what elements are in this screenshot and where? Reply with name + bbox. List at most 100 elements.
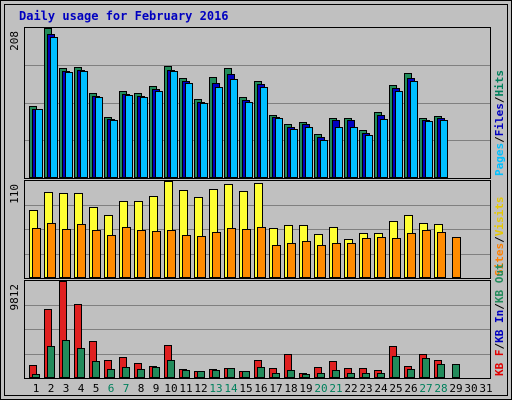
bar [95, 97, 103, 178]
day-label: 10 [164, 382, 177, 395]
bar [260, 87, 268, 178]
bar [440, 120, 448, 178]
bar [287, 370, 295, 378]
bar [272, 245, 281, 278]
bar [215, 87, 223, 178]
day-label: 25 [389, 382, 402, 395]
day-label: 5 [93, 382, 100, 395]
day-label: 16 [254, 382, 267, 395]
day-label: 27 [419, 382, 432, 395]
legend-label-part: KB In [493, 310, 506, 343]
bar [347, 373, 355, 378]
inner-border [4, 4, 508, 396]
bar [380, 119, 388, 178]
bar [407, 233, 416, 278]
bar [77, 348, 85, 378]
y-tick-label: 110 [8, 184, 21, 204]
bar [32, 228, 41, 278]
bar [242, 371, 250, 378]
legend-label-part: KB F [493, 350, 506, 377]
bar [422, 358, 430, 378]
bar [80, 71, 88, 178]
day-label: 18 [284, 382, 297, 395]
bar [32, 374, 40, 378]
bar [377, 373, 385, 378]
bar [332, 243, 341, 278]
bar [182, 370, 190, 378]
panel-visits: 110 Sites/Visits [8, 180, 506, 279]
day-label: 24 [374, 382, 388, 395]
day-label: 8 [138, 382, 145, 395]
bar [155, 91, 163, 178]
bar [122, 367, 130, 378]
bar [137, 369, 145, 378]
chart-title: Daily usage for February 2016 [19, 9, 229, 23]
bar [92, 361, 100, 378]
bar [257, 227, 266, 278]
day-label: 13 [209, 382, 222, 395]
day-label: 3 [63, 382, 70, 395]
bar [422, 230, 431, 278]
bar [257, 367, 265, 378]
bar [227, 368, 235, 378]
bar [245, 102, 253, 178]
bar [347, 243, 356, 278]
bar [392, 238, 401, 278]
bar [197, 371, 205, 378]
bar [302, 374, 310, 378]
bar [35, 109, 43, 178]
series-sites [32, 223, 461, 278]
bar [167, 230, 176, 278]
bar [152, 367, 160, 378]
bar [182, 235, 191, 278]
day-label: 19 [299, 382, 312, 395]
bar [365, 135, 373, 178]
bar [47, 223, 56, 278]
y-tick-label: 9812 [8, 284, 21, 311]
bar [137, 230, 146, 278]
bar [320, 140, 328, 178]
day-label: 14 [224, 382, 238, 395]
bar [50, 37, 58, 178]
bar [47, 346, 55, 378]
panel-frame [24, 27, 491, 179]
legend-label-part: Hits [493, 70, 506, 97]
bar [122, 227, 131, 278]
bar [317, 373, 325, 378]
day-label: 31 [479, 382, 492, 395]
bar [290, 129, 298, 178]
bar [77, 224, 86, 278]
bar [212, 232, 221, 278]
day-label: 30 [464, 382, 477, 395]
bar [302, 241, 311, 278]
bar [185, 83, 193, 178]
bar [407, 369, 415, 378]
bar [152, 231, 161, 278]
day-label: 11 [179, 382, 192, 395]
legend-label-part: Files [493, 103, 506, 136]
y-tick-label: 208 [8, 31, 21, 51]
bar [410, 81, 418, 178]
day-label: 28 [434, 382, 447, 395]
bar [335, 127, 343, 178]
day-label: 1 [33, 382, 40, 395]
bar [170, 71, 178, 178]
day-label: 12 [194, 382, 207, 395]
day-label: 22 [344, 382, 357, 395]
bar [272, 373, 280, 378]
bar [107, 369, 115, 378]
bar [200, 103, 208, 178]
bar [227, 228, 236, 278]
bar [362, 238, 371, 278]
bar [452, 364, 460, 378]
day-label: 6 [108, 382, 115, 395]
bar [332, 370, 340, 378]
day-label: 7 [123, 382, 130, 395]
bar [92, 230, 101, 278]
day-label: 23 [359, 382, 372, 395]
legend-label-part: Visits [493, 197, 506, 237]
bar [107, 235, 116, 278]
